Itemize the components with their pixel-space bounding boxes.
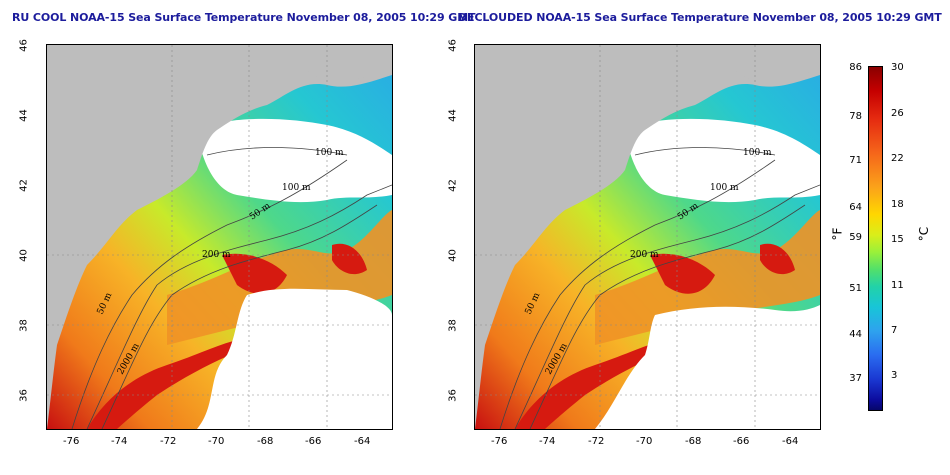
x-tick-label: -64 [782,436,799,447]
right-map-title: DECLOUDED NOAA-15 Sea Surface Temperatur… [458,11,942,24]
gulf-stream-core [87,340,242,429]
x-tick-label: -72 [588,436,605,447]
nova-scotia [715,45,820,82]
x-tick-label: -66 [305,436,322,447]
y-tick-label: 36 [447,389,459,402]
colorbar-celsius-label: 22 [891,153,904,164]
colorbar-celsius-label: 26 [891,108,904,119]
grid-lines [475,45,820,429]
gulf-stream-core [515,340,670,429]
x-tick-label: -74 [539,436,556,447]
colorbar-celsius-label: 7 [891,325,898,336]
colorbar-celsius-label: 30 [891,62,904,73]
masked-cloud-gulf-of-maine [625,118,820,203]
y-tick-label: 36 [18,389,30,402]
x-tick-label: -66 [733,436,750,447]
x-tick-label: -72 [160,436,177,447]
contour-label: 100 m [282,183,311,193]
celsius-unit-label: °C [917,226,932,242]
contour-50m [499,159,776,429]
colorbar-fahrenheit-label: 86 [849,62,862,73]
contour-200m [514,184,820,429]
cloud-cover-south [197,288,392,429]
y-tick-label: 38 [447,319,459,332]
left-map-canvas: 100 m 100 m 50 m 200 m 50 m 2000 m [47,45,392,429]
y-tick-label: 40 [447,249,459,262]
land-mass [475,45,820,429]
colorbar-fahrenheit-label: 64 [849,202,862,213]
warm-eddy-east [332,243,367,275]
contour-200m [86,184,392,429]
x-tick-label: -76 [491,436,508,447]
colorbar-celsius-label: 11 [891,280,904,291]
x-tick-label: -68 [257,436,274,447]
x-tick-label: -70 [636,436,653,447]
fahrenheit-unit-label: °F [830,227,845,241]
y-tick-label: 40 [18,249,30,262]
colorbar-fahrenheit-label: 71 [849,155,862,166]
x-tick-label: -70 [208,436,225,447]
y-tick-label: 42 [18,179,30,192]
nova-scotia [287,45,392,82]
colorbar-fahrenheit-label: 37 [849,373,862,384]
grid-lines [47,45,392,429]
x-tick-label: -64 [354,436,371,447]
colorbar-celsius-label: 18 [891,199,904,210]
y-tick-label: 42 [447,179,459,192]
right-map-canvas: 100 m 100 m 50 m 200 m 50 m 2000 m [475,45,820,429]
y-tick-label: 44 [447,109,459,122]
contour-label: 100 m [743,148,772,158]
contour-label: 200 m [202,250,231,260]
contour-2000m [101,204,378,429]
x-tick-label: -76 [63,436,80,447]
y-tick-label: 38 [18,319,30,332]
contour-100m [634,147,776,156]
left-map-title: RU COOL NOAA-15 Sea Surface Temperature … [12,11,476,24]
left-sst-map: 100 m 100 m 50 m 200 m 50 m 2000 m [46,44,393,430]
temperature-colorbar [868,66,883,411]
contour-label: 200 m [630,250,659,260]
contour-100m [206,147,348,156]
contour-label: 100 m [710,183,739,193]
colorbar-fahrenheit-label: 59 [849,232,862,243]
right-sst-map: 100 m 100 m 50 m 200 m 50 m 2000 m [474,44,821,430]
contour-2000m [529,204,806,429]
x-tick-label: -68 [685,436,702,447]
colorbar-fahrenheit-label: 44 [849,329,862,340]
contour-label: 100 m [315,148,344,158]
y-tick-label: 44 [18,109,30,122]
contour-50m [71,159,348,429]
colorbar-celsius-label: 3 [891,370,898,381]
y-tick-label: 46 [447,39,459,52]
colorbar-celsius-label: 15 [891,234,904,245]
colorbar-fahrenheit-label: 78 [849,111,862,122]
cloud-cover-gulf-of-maine [197,118,392,203]
colorbar-fahrenheit-label: 51 [849,283,862,294]
masked-cloud-south [595,305,820,429]
land-mass [47,45,392,429]
warm-eddy-east [760,243,795,275]
x-tick-label: -74 [111,436,128,447]
y-tick-label: 46 [18,39,30,52]
